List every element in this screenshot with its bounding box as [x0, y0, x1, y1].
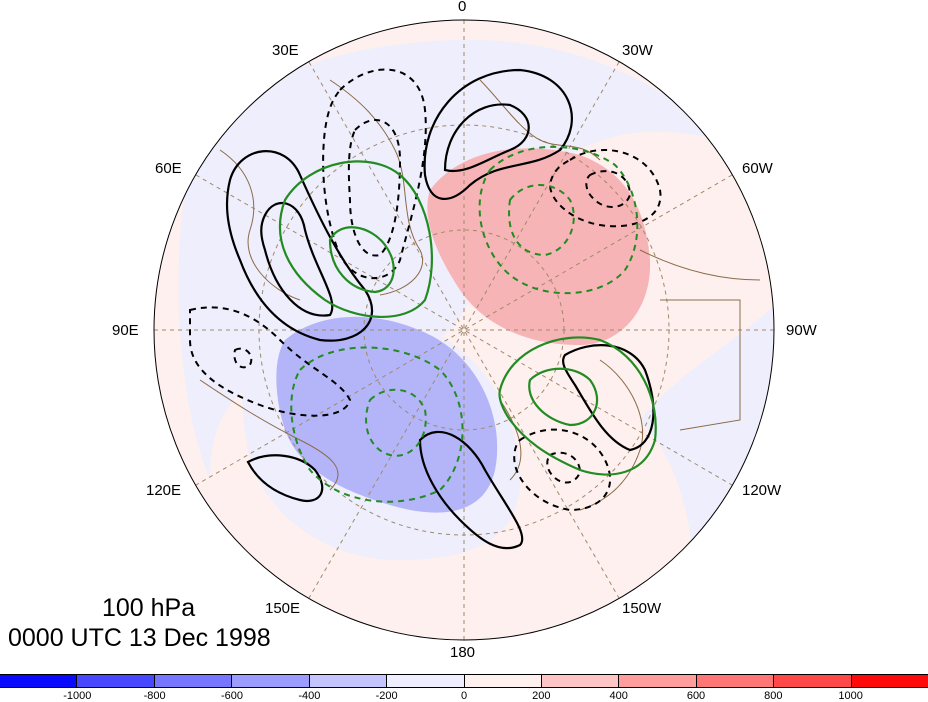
negative-anomaly	[276, 316, 498, 513]
colorbar-label: 1000	[838, 690, 863, 702]
colorbar-box	[774, 675, 852, 687]
map-disk	[154, 20, 774, 640]
colorbar-label: 400	[609, 690, 628, 702]
lon-label-60w: 60W	[742, 160, 773, 177]
lon-label-150w: 150W	[622, 600, 662, 617]
colorbar-box	[309, 675, 388, 687]
positive-contours	[225, 68, 655, 550]
lon-label-60e: 60E	[155, 160, 182, 177]
colorbar-box	[541, 675, 620, 687]
colorbar-label: 600	[686, 690, 706, 702]
colorbar-box	[0, 675, 78, 687]
green-solid-contours	[278, 160, 657, 476]
colorbar-box	[851, 675, 928, 687]
colorbar-label: 800	[764, 690, 783, 702]
lon-label-30e: 30E	[272, 42, 299, 59]
lon-label-30w: 30W	[622, 42, 653, 59]
coastlines	[199, 79, 761, 511]
colorbar-label: -600	[220, 690, 244, 702]
lon-label-90w: 90W	[786, 322, 817, 339]
green-dashed-contours	[290, 145, 639, 503]
colorbar-label: -1000	[63, 690, 92, 702]
colorbar-label: -400	[298, 690, 321, 702]
positive-anomaly	[427, 148, 651, 345]
time-title: 0000 UTC 13 Dec 1998	[8, 624, 271, 652]
colorbar-label: -200	[375, 690, 398, 702]
lon-label-120w: 120W	[742, 482, 782, 499]
lon-label-90e: 90E	[112, 322, 139, 339]
colorbar-label: 200	[532, 690, 551, 702]
colorbar-box	[696, 675, 775, 687]
colorbar-box	[619, 675, 697, 687]
lon-label-150e: 150E	[265, 600, 301, 617]
colorbar-box	[154, 675, 233, 687]
negative-contours	[189, 68, 662, 512]
colorbar-box	[387, 675, 465, 687]
lon-label-180: 180	[450, 644, 476, 661]
colorbar-label: 0	[460, 690, 468, 702]
colorbar-box	[464, 675, 542, 687]
colorbar-label: -800	[143, 690, 166, 702]
map-border	[153, 19, 775, 641]
polar-map	[153, 19, 775, 641]
colorbar	[0, 674, 928, 688]
level-title: 100 hPa	[102, 594, 196, 622]
colorbar-box	[77, 675, 155, 687]
lon-label-120e: 120E	[146, 482, 182, 499]
colorbar-box	[232, 675, 310, 687]
lon-label-0: 0	[458, 0, 467, 15]
